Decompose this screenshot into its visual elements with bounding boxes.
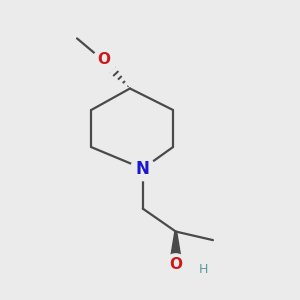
Circle shape [131,157,155,181]
Text: O: O [98,52,111,68]
Circle shape [164,254,188,278]
Text: O: O [169,257,182,272]
Circle shape [92,49,116,73]
Polygon shape [171,232,181,258]
Text: H: H [199,263,208,276]
Text: N: N [136,160,150,178]
